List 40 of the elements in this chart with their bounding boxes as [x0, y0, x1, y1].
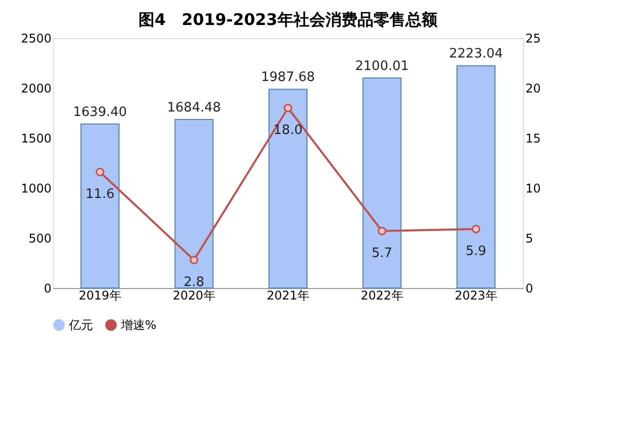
- data-label: 1987.68: [261, 70, 315, 86]
- x-tick-label: 2021年: [266, 288, 310, 302]
- data-label: 5.7: [372, 246, 392, 261]
- data-label: 1684.48: [167, 100, 221, 116]
- data-label: 2223.04: [449, 46, 503, 62]
- x-tick-label: 2022年: [360, 288, 404, 302]
- x-tick-label: 2019年: [78, 288, 122, 302]
- data-label: 5.9: [466, 244, 486, 259]
- y-tick-label: 2500: [20, 32, 52, 46]
- point: [96, 168, 104, 176]
- bar: [80, 124, 120, 288]
- point: [378, 226, 386, 236]
- bar: [174, 119, 214, 288]
- bar: [456, 65, 496, 288]
- point: [190, 256, 198, 264]
- y2-tick-label: 15: [526, 132, 541, 146]
- point: [284, 104, 292, 112]
- data-label: 18.0: [274, 123, 302, 138]
- y2-tick-label: 5: [526, 232, 534, 246]
- y2-tick-label: 0: [526, 282, 534, 296]
- y2-tick-label: 20: [526, 82, 541, 96]
- legend-label: 亿元: [68, 318, 93, 332]
- y-tick-label: 500: [28, 232, 52, 246]
- y2-tick-label: 10: [526, 182, 541, 196]
- y-tick-label: 1000: [20, 182, 52, 196]
- data-label: 11.6: [86, 187, 114, 202]
- bar: [268, 88, 308, 288]
- data-label: 1639.40: [73, 105, 127, 120]
- y-tick-label: 1500: [20, 132, 52, 146]
- y-tick-label: 0: [44, 282, 52, 296]
- y2-tick-label: 25: [526, 32, 541, 46]
- data-label: 2100.01: [355, 59, 409, 74]
- y-tick-label: 2000: [20, 82, 52, 96]
- x-tick-label: 2020年: [172, 288, 216, 302]
- point: [472, 224, 480, 234]
- bar: [362, 78, 402, 288]
- chart-title: 图4 2019-2023年社会消费品零售总额: [138, 10, 438, 29]
- legend-label: 增速%: [120, 318, 156, 332]
- data-label: 2.8: [184, 275, 204, 290]
- x-tick-label: 2023年: [454, 288, 498, 302]
